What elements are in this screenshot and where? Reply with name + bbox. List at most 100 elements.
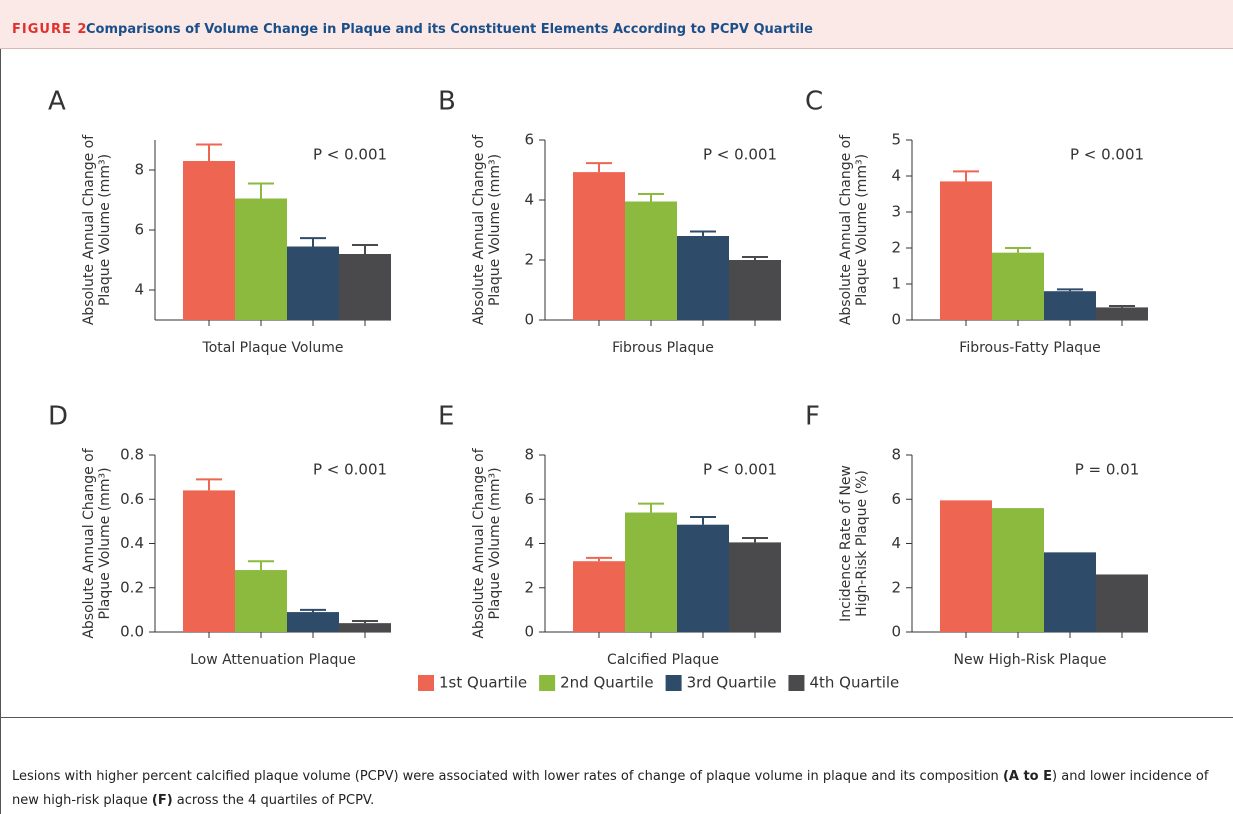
y-axis-label: Plaque Volume (mm³) <box>97 154 113 306</box>
error-bar <box>1109 304 1135 308</box>
panel-label: C <box>805 87 823 117</box>
bar <box>729 542 781 632</box>
y-tick-label: 3 <box>891 203 901 221</box>
y-axis-label: Incidence Rate of New <box>838 465 854 622</box>
bar <box>573 561 625 632</box>
legend-swatch <box>788 675 805 691</box>
bar <box>992 252 1044 320</box>
x-axis-label: Total Plaque Volume <box>202 340 344 356</box>
bar <box>339 623 391 632</box>
y-tick-label: 0.8 <box>120 446 144 464</box>
bar <box>1044 291 1096 320</box>
y-axis-label: Plaque Volume (mm³) <box>97 467 113 619</box>
error-bar <box>300 608 326 613</box>
y-tick-label: 5 <box>891 131 901 149</box>
y-tick-label: 4 <box>134 281 144 299</box>
error-bar <box>690 515 716 525</box>
bar <box>625 512 677 632</box>
legend-swatch <box>539 675 556 691</box>
error-bar <box>1057 288 1083 292</box>
y-tick-label: 4 <box>891 534 901 552</box>
y-axis-label: Plaque Volume (mm³) <box>487 154 503 306</box>
y-tick-label: 0.4 <box>120 534 144 552</box>
bar <box>940 181 992 320</box>
error-bar <box>196 143 222 161</box>
y-tick-label: 6 <box>524 490 534 508</box>
y-axis-label: Absolute Annual Change of <box>471 134 487 325</box>
y-tick-label: 0 <box>524 311 534 329</box>
bar <box>940 500 992 632</box>
y-tick-label: 6 <box>134 221 144 239</box>
y-axis-label: Plaque Volume (mm³) <box>487 467 503 619</box>
bar <box>625 201 677 320</box>
y-tick-label: 2 <box>891 239 901 257</box>
bar <box>183 490 235 632</box>
bar <box>235 570 287 632</box>
panel-label: D <box>48 402 68 432</box>
x-axis-label: Fibrous-Fatty Plaque <box>959 340 1100 356</box>
caption-text: Lesions with higher percent calcified pl… <box>12 769 1003 784</box>
y-axis-label: Absolute Annual Change of <box>81 447 97 638</box>
annotation: P < 0.001 <box>313 146 387 164</box>
legend-label: 1st Quartile <box>439 674 527 692</box>
bar <box>729 260 781 320</box>
bar <box>339 254 391 320</box>
x-axis-label: Fibrous Plaque <box>612 340 714 356</box>
annotation: P < 0.001 <box>313 461 387 479</box>
x-axis-label: Low Attenuation Plaque <box>190 652 356 668</box>
error-bar <box>586 162 612 173</box>
legend-label: 2nd Quartile <box>560 674 653 692</box>
figure-label: FIGURE 2 <box>12 22 88 37</box>
error-bar <box>352 244 378 254</box>
error-bar <box>690 230 716 236</box>
error-bar <box>638 193 664 202</box>
y-tick-label: 8 <box>891 446 901 464</box>
error-bar <box>1005 247 1031 253</box>
x-axis-label: Calcified Plaque <box>607 652 719 668</box>
panel-label: B <box>438 87 456 117</box>
y-axis-label: Plaque Volume (mm³) <box>854 154 870 306</box>
bar <box>287 612 339 632</box>
bar <box>1096 307 1148 320</box>
error-bar <box>248 560 274 571</box>
y-tick-label: 2 <box>524 251 534 269</box>
y-tick-label: 1 <box>891 275 901 293</box>
rule <box>0 717 1233 718</box>
error-bar <box>638 502 664 513</box>
error-bar <box>953 170 979 182</box>
y-tick-label: 6 <box>891 490 901 508</box>
bar <box>1096 574 1148 632</box>
error-bar <box>586 556 612 562</box>
error-bar <box>196 478 222 491</box>
legend-swatch <box>418 675 434 691</box>
error-bar <box>742 536 768 543</box>
caption: Lesions with higher percent calcified pl… <box>12 765 1212 813</box>
y-axis-label: Absolute Annual Change of <box>471 447 487 638</box>
y-tick-label: 8 <box>524 446 534 464</box>
y-tick-label: 0.0 <box>120 623 144 641</box>
error-bar <box>248 182 274 199</box>
error-bar <box>742 256 768 260</box>
y-tick-label: 6 <box>524 131 534 149</box>
caption-text: across the 4 quartiles of PCPV. <box>172 793 375 808</box>
bar <box>677 236 729 320</box>
bar <box>677 524 729 632</box>
y-tick-label: 0 <box>524 623 534 641</box>
error-bar <box>352 619 378 624</box>
bar <box>183 161 235 320</box>
y-tick-label: 2 <box>891 578 901 596</box>
bar <box>1044 552 1096 632</box>
bar <box>992 508 1044 632</box>
y-tick-label: 0 <box>891 623 901 641</box>
x-axis-label: New High-Risk Plaque <box>954 652 1107 668</box>
annotation: P = 0.01 <box>1075 461 1140 479</box>
y-tick-label: 8 <box>134 161 144 179</box>
panel-label: A <box>48 87 66 117</box>
y-tick-label: 4 <box>524 191 534 209</box>
y-axis-label: Absolute Annual Change of <box>81 134 97 325</box>
y-axis-label: Absolute Annual Change of <box>838 134 854 325</box>
y-tick-label: 0.2 <box>120 578 144 596</box>
